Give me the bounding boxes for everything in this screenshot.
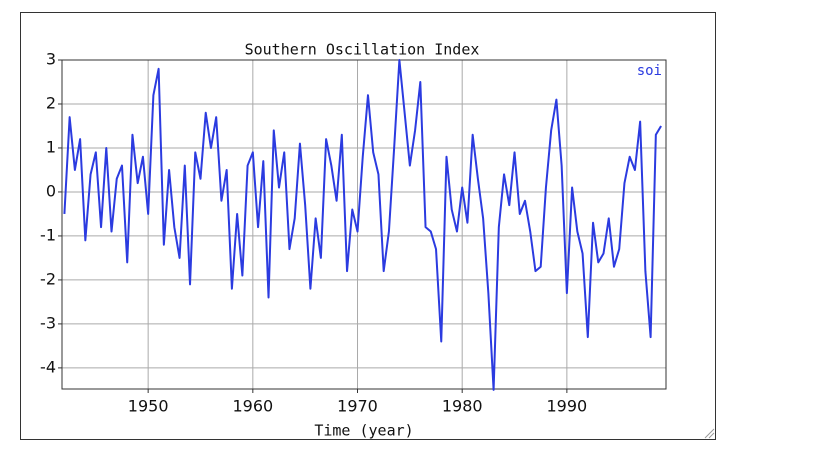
y-tick-label: -2 bbox=[40, 269, 56, 288]
x-axis-label: Time (year) bbox=[314, 422, 413, 440]
data-line bbox=[63, 59, 662, 391]
plot-border bbox=[61, 59, 667, 390]
y-tick-label: 0 bbox=[46, 181, 56, 200]
chart-title: Southern Oscillation Index bbox=[245, 41, 480, 59]
x-tick-label: 1980 bbox=[442, 397, 483, 416]
y-tick-label: 1 bbox=[46, 137, 56, 156]
y-tick-label: 2 bbox=[46, 93, 56, 112]
y-tick-label: -4 bbox=[40, 357, 56, 376]
x-tick-label: 1970 bbox=[337, 397, 378, 416]
x-tick-label: 1960 bbox=[232, 397, 273, 416]
legend-label: soi bbox=[637, 63, 662, 79]
resize-grip bbox=[704, 428, 715, 439]
y-tick-label: 3 bbox=[46, 50, 56, 69]
x-tick-label: 1990 bbox=[547, 397, 588, 416]
y-tick-label: -1 bbox=[40, 225, 56, 244]
x-tick-label: 1950 bbox=[128, 397, 169, 416]
y-tick-label: -3 bbox=[40, 313, 56, 332]
